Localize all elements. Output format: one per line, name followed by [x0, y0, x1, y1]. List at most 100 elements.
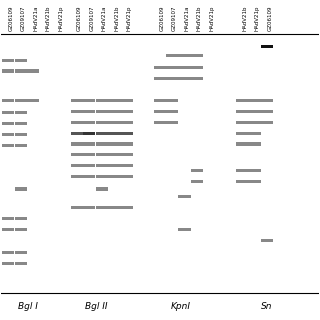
- Bar: [83, 121, 95, 124]
- Bar: [2, 111, 14, 115]
- Bar: [96, 188, 108, 190]
- Bar: [249, 110, 261, 113]
- Bar: [179, 228, 191, 231]
- Bar: [15, 59, 27, 62]
- Bar: [236, 121, 249, 124]
- Bar: [191, 169, 203, 172]
- Bar: [96, 142, 108, 146]
- Bar: [15, 111, 27, 115]
- Bar: [96, 132, 108, 135]
- Bar: [261, 121, 273, 124]
- Bar: [83, 164, 95, 167]
- Bar: [121, 121, 132, 124]
- Bar: [179, 54, 191, 57]
- Bar: [236, 99, 249, 102]
- Bar: [27, 69, 39, 73]
- Text: GZ06109: GZ06109: [160, 5, 165, 31]
- Bar: [83, 99, 95, 102]
- Text: GZ09107: GZ09107: [172, 5, 177, 31]
- Bar: [15, 217, 27, 220]
- Bar: [166, 77, 178, 80]
- Bar: [249, 99, 261, 102]
- Text: HAdV21b: HAdV21b: [197, 5, 202, 31]
- Bar: [154, 77, 166, 80]
- Bar: [108, 153, 120, 156]
- Bar: [71, 121, 83, 124]
- Bar: [108, 99, 120, 102]
- Bar: [96, 121, 108, 124]
- Bar: [261, 44, 273, 48]
- Bar: [179, 195, 191, 198]
- Bar: [236, 169, 249, 172]
- Bar: [71, 175, 83, 178]
- Text: GZ06109: GZ06109: [77, 5, 82, 31]
- Text: GZ06109: GZ06109: [268, 5, 272, 31]
- Bar: [249, 121, 261, 124]
- Bar: [96, 164, 108, 167]
- Bar: [261, 110, 273, 113]
- Bar: [154, 110, 166, 113]
- Bar: [191, 66, 203, 69]
- Bar: [261, 239, 273, 242]
- Text: Bgl I: Bgl I: [18, 302, 38, 311]
- Bar: [191, 54, 203, 57]
- Bar: [15, 228, 27, 231]
- Bar: [27, 99, 39, 102]
- Text: KpnI: KpnI: [171, 302, 191, 311]
- Bar: [15, 144, 27, 147]
- Bar: [15, 251, 27, 254]
- Bar: [15, 69, 27, 73]
- Bar: [2, 133, 14, 136]
- Bar: [2, 122, 14, 125]
- Bar: [71, 164, 83, 167]
- Text: HAdV21a: HAdV21a: [102, 5, 107, 31]
- Bar: [261, 99, 273, 102]
- Bar: [2, 251, 14, 254]
- Bar: [249, 180, 261, 183]
- Bar: [236, 142, 249, 146]
- Text: Bgl II: Bgl II: [85, 302, 108, 311]
- Bar: [154, 121, 166, 124]
- Bar: [71, 132, 83, 135]
- Bar: [83, 175, 95, 178]
- Bar: [71, 142, 83, 146]
- Bar: [121, 206, 132, 209]
- Bar: [2, 144, 14, 147]
- Text: HAdV21p: HAdV21p: [255, 5, 260, 31]
- Text: HAdV21a: HAdV21a: [33, 5, 38, 31]
- Text: HAdV21p: HAdV21p: [209, 5, 214, 31]
- Text: GZ09107: GZ09107: [89, 5, 94, 31]
- Bar: [71, 110, 83, 113]
- Bar: [166, 99, 178, 102]
- Text: HAdV21b: HAdV21b: [243, 5, 248, 31]
- Bar: [121, 110, 132, 113]
- Bar: [96, 110, 108, 113]
- Bar: [236, 110, 249, 113]
- Bar: [83, 142, 95, 146]
- Bar: [179, 77, 191, 80]
- Bar: [121, 132, 132, 135]
- Bar: [108, 132, 120, 135]
- Text: HAdV21p: HAdV21p: [126, 5, 132, 31]
- Bar: [2, 228, 14, 231]
- Bar: [179, 66, 191, 69]
- Bar: [121, 175, 132, 178]
- Bar: [166, 54, 178, 57]
- Bar: [121, 99, 132, 102]
- Bar: [108, 164, 120, 167]
- Bar: [83, 110, 95, 113]
- Bar: [236, 180, 249, 183]
- Bar: [83, 206, 95, 209]
- Bar: [108, 121, 120, 124]
- Bar: [249, 142, 261, 146]
- Bar: [108, 142, 120, 146]
- Text: HAdV21a: HAdV21a: [185, 5, 189, 31]
- Bar: [2, 217, 14, 220]
- Bar: [249, 169, 261, 172]
- Text: HAdV21p: HAdV21p: [58, 5, 63, 31]
- Bar: [71, 99, 83, 102]
- Text: HAdV21b: HAdV21b: [114, 5, 119, 31]
- Bar: [15, 122, 27, 125]
- Text: Sn: Sn: [261, 302, 273, 311]
- Bar: [108, 175, 120, 178]
